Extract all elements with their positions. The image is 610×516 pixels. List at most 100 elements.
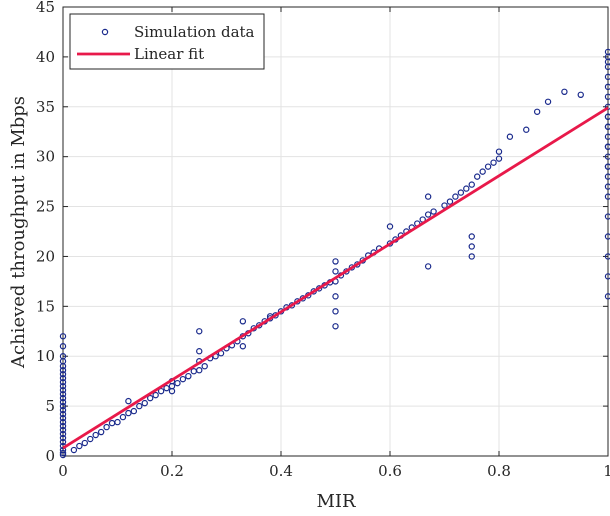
scatter-point [604, 143, 610, 150]
x-tick-label: 1 [603, 462, 610, 480]
scatter-point [59, 410, 67, 418]
scatter-point [424, 263, 432, 270]
scatter-point [163, 384, 170, 392]
scatter-point [533, 108, 541, 115]
scatter-point [125, 397, 132, 405]
y-tick-label: 30 [36, 148, 55, 166]
scatter-point [59, 449, 67, 457]
scatter-point [59, 422, 67, 430]
scatter-point [59, 374, 67, 382]
scatter-point [332, 268, 339, 275]
scatter-point [59, 343, 67, 350]
scatter-point [59, 366, 67, 374]
scatter-point [59, 394, 67, 402]
scatter-point [468, 233, 475, 240]
scatter-point [125, 409, 132, 417]
scatter-point [152, 391, 159, 399]
scatter-point [430, 208, 437, 215]
scatter-point [174, 379, 181, 387]
y-tick-label: 0 [45, 447, 55, 465]
scatter-point [604, 233, 610, 240]
x-tick-label: 0 [58, 462, 68, 480]
scatter-point [190, 367, 197, 375]
scatter-point [604, 213, 610, 220]
scatter-point [59, 430, 67, 438]
scatter-point [59, 390, 67, 398]
fit-series [62, 106, 609, 450]
scatter-point [604, 133, 610, 140]
scatter-point [332, 323, 339, 330]
scatter-point [604, 173, 610, 180]
scatter-point [457, 189, 465, 196]
y-tick-label: 5 [45, 397, 55, 415]
scatter-point [604, 153, 610, 160]
scatter-point [424, 211, 432, 218]
y-tick-label: 40 [36, 48, 55, 66]
x-tick-label: 0.2 [160, 462, 184, 480]
scatter-point [446, 198, 454, 205]
scatter-point [168, 387, 176, 395]
scatter-point [97, 428, 105, 436]
legend-fit-label: Linear fit [134, 45, 204, 63]
scatter-point [59, 438, 67, 446]
x-tick-label: 0.6 [378, 462, 402, 480]
scatter-point [70, 446, 78, 454]
scatter-point [196, 366, 203, 374]
grid-lines [62, 6, 609, 457]
scatter-point [474, 173, 481, 180]
scatter-point [157, 387, 165, 395]
scatter-point [81, 439, 89, 447]
scatter-point [130, 407, 138, 415]
scatter-point [604, 113, 610, 120]
scatter-point [108, 419, 116, 427]
scatter-point [441, 202, 448, 209]
scatter-point [604, 163, 610, 170]
scatter-point [332, 258, 339, 265]
y-tick-label: 35 [36, 98, 55, 116]
scatter-point [59, 382, 67, 390]
x-tick-label: 0.8 [487, 462, 511, 480]
y-tick-label: 20 [36, 247, 55, 265]
scatter-point [59, 333, 67, 340]
scatter-point [239, 343, 247, 350]
scatter-point [468, 181, 475, 188]
scatter-point [495, 155, 503, 162]
scatter-point [523, 126, 530, 133]
plot-frame [62, 6, 609, 457]
scatter-point [59, 414, 67, 422]
scatter-point [604, 253, 610, 260]
scatter-series [59, 48, 610, 459]
x-axis-label: MIR [316, 491, 356, 512]
scatter-point [119, 413, 127, 421]
scatter-point [185, 372, 192, 380]
scatter-point [604, 73, 610, 81]
y-tick-label: 15 [36, 297, 55, 315]
scatter-point [468, 243, 475, 250]
scatter-point [604, 273, 610, 280]
scatter-point [59, 434, 67, 442]
legend: Simulation data Linear fit [69, 13, 265, 70]
scatter-point [92, 431, 99, 439]
scatter-point [386, 223, 394, 230]
scatter-point [201, 363, 208, 370]
scatter-point [604, 183, 610, 190]
scatter-point [87, 435, 94, 443]
scatter-point [59, 406, 67, 414]
scatter-point [561, 88, 568, 96]
scatter-point [196, 328, 203, 335]
scatter-point [59, 378, 67, 386]
scatter-point [59, 398, 67, 406]
scatter-point [239, 318, 247, 325]
scatter-point [604, 123, 610, 130]
legend-scatter-marker [101, 28, 109, 36]
scatter-point [544, 98, 552, 105]
scatter-point [114, 418, 121, 426]
scatter-point [463, 185, 470, 192]
linear-fit-line [62, 106, 609, 450]
scatter-point [76, 442, 83, 450]
scatter-point [506, 133, 514, 140]
scatter-point [103, 423, 110, 431]
scatter-point [604, 93, 610, 100]
y-tick-label: 10 [36, 347, 55, 365]
